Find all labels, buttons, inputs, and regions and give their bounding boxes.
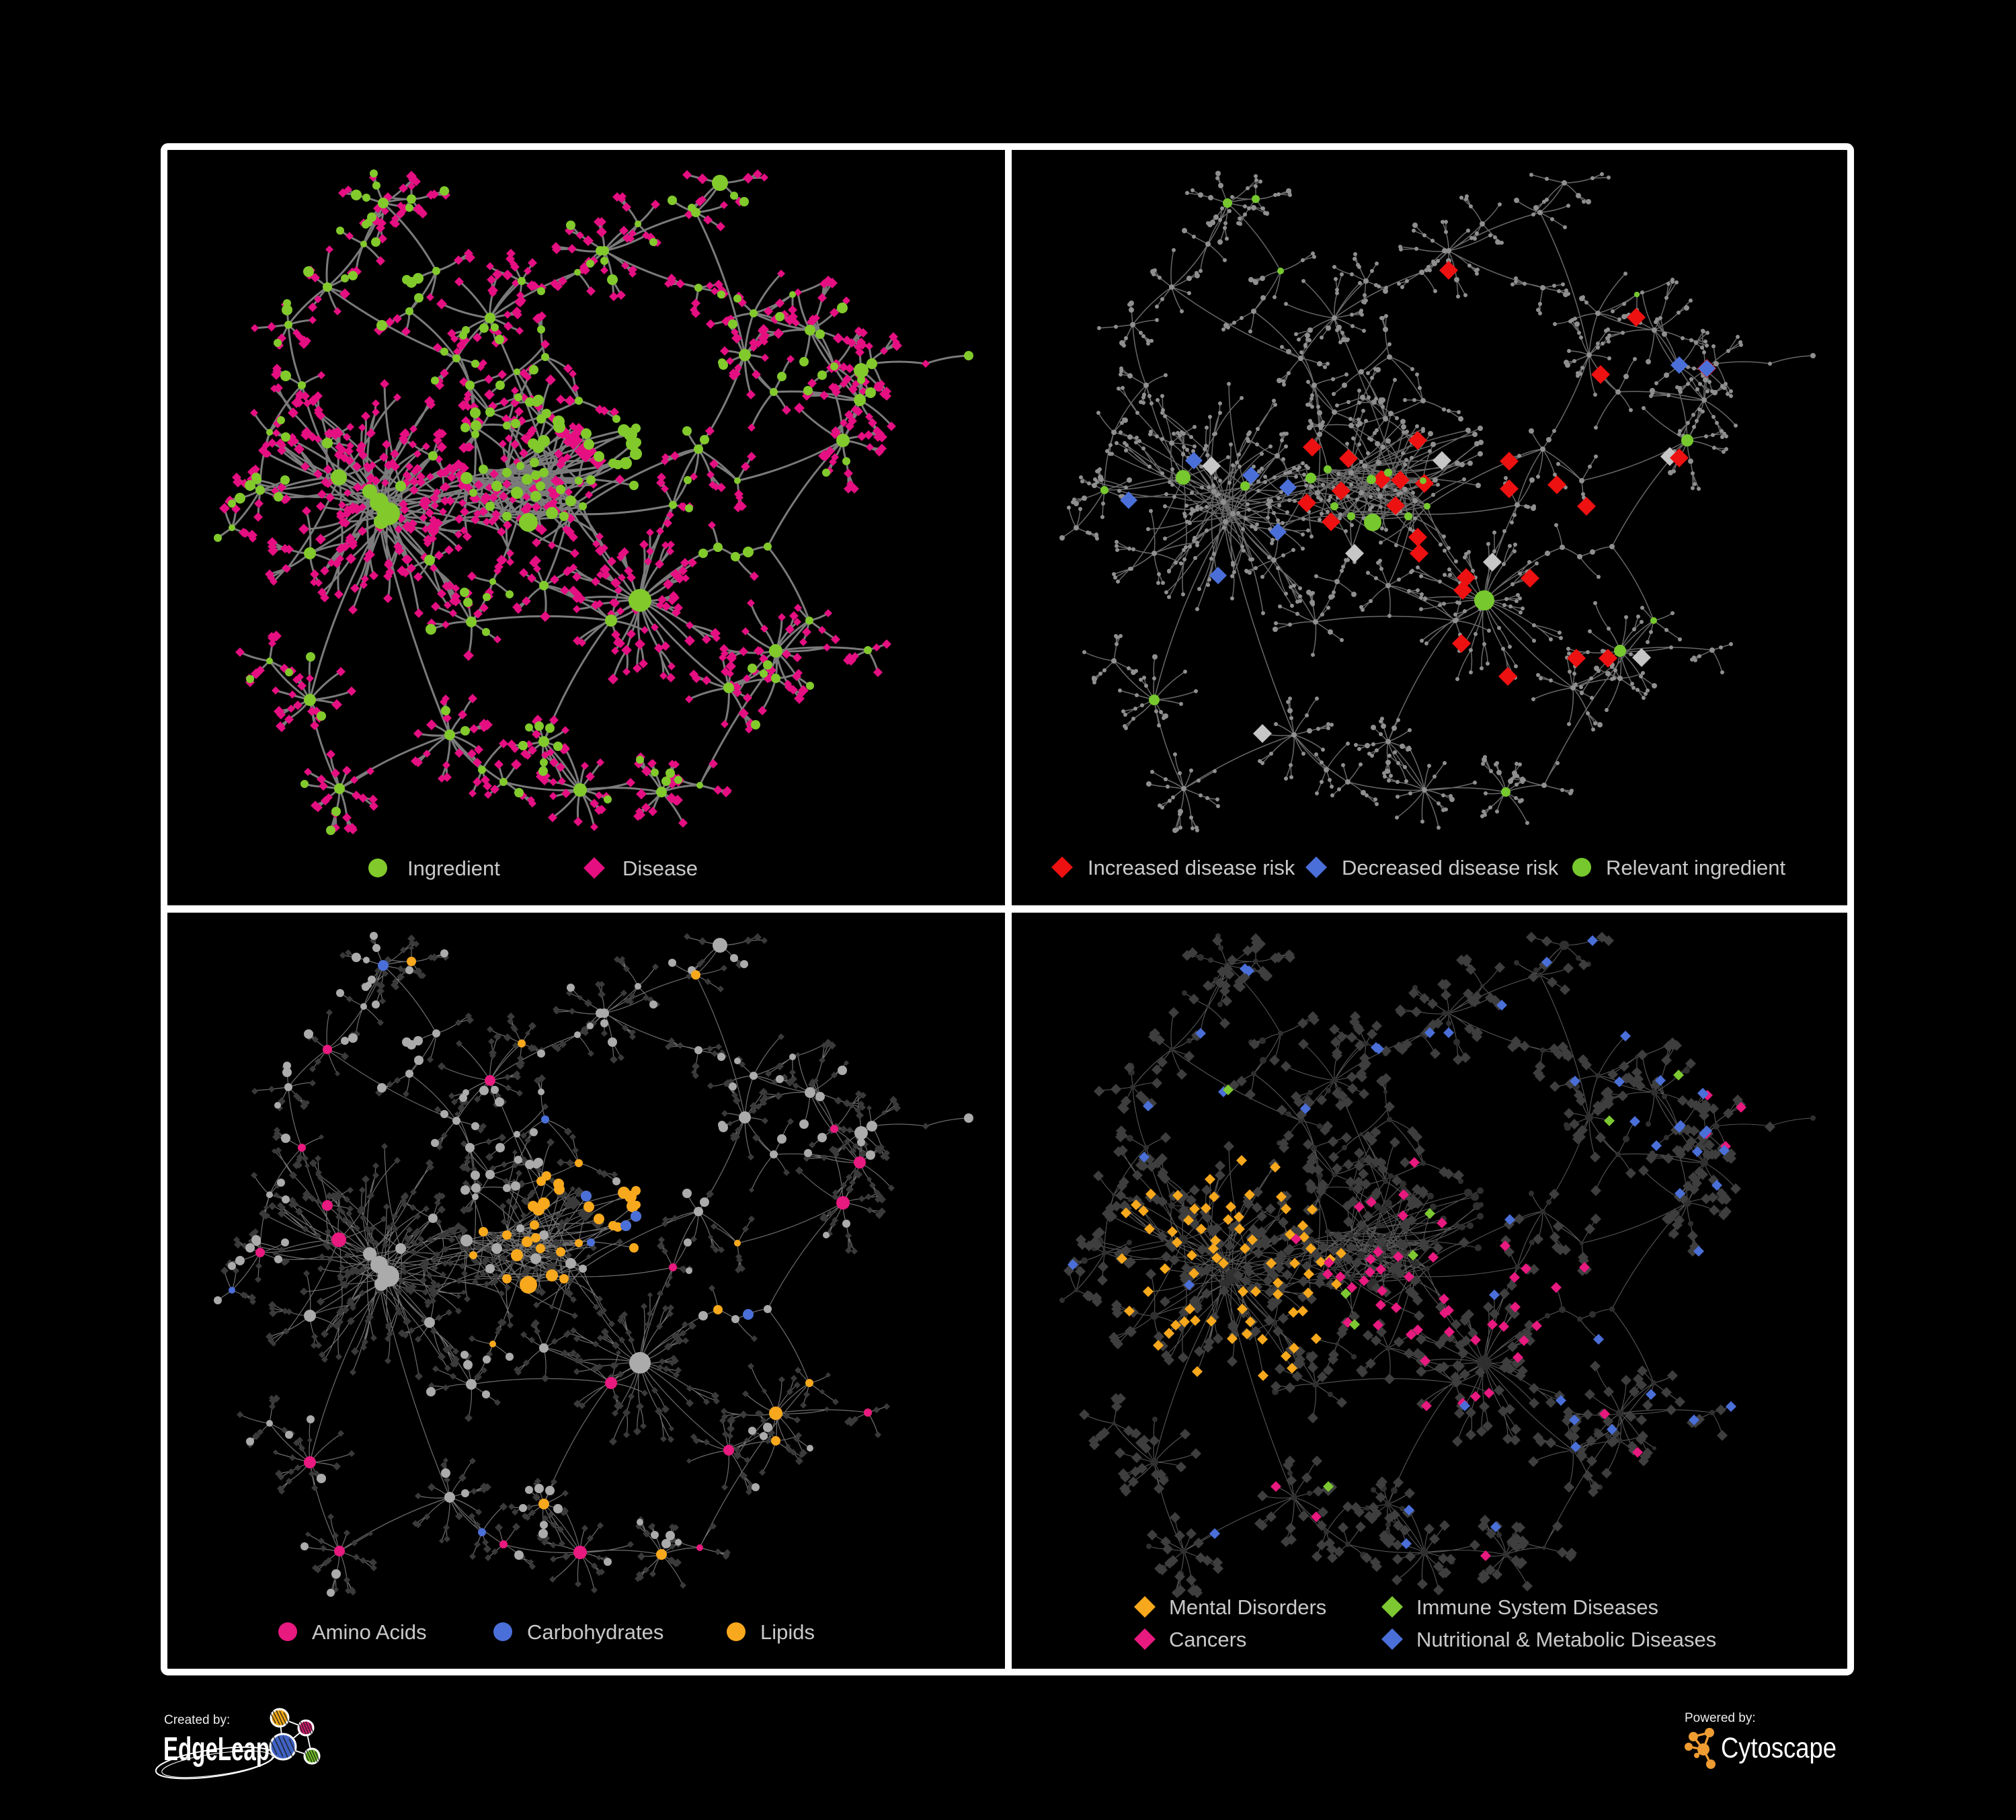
svg-text:Ingredient: Ingredient	[407, 857, 500, 880]
svg-text:Amino Acids: Amino Acids	[312, 1620, 427, 1644]
svg-text:Lipids: Lipids	[760, 1620, 815, 1644]
svg-text:Immune System Diseases: Immune System Diseases	[1416, 1595, 1658, 1619]
svg-text:Decreased disease risk: Decreased disease risk	[1342, 856, 1559, 879]
svg-text:Relevant ingredient: Relevant ingredient	[1606, 856, 1786, 879]
svg-text:Disease: Disease	[622, 857, 698, 880]
svg-text:Cancers: Cancers	[1169, 1628, 1246, 1651]
svg-text:Carbohydrates: Carbohydrates	[527, 1620, 663, 1644]
svg-text:EdgeLeap: EdgeLeap	[163, 1731, 270, 1768]
svg-text:Nutritional & Metabolic Diseas: Nutritional & Metabolic Diseases	[1416, 1628, 1716, 1651]
svg-text:Mental Disorders: Mental Disorders	[1169, 1595, 1326, 1619]
svg-text:Powered by:: Powered by:	[1685, 1711, 1756, 1725]
svg-text:Created by:: Created by:	[164, 1713, 230, 1727]
svg-text:Cytoscape: Cytoscape	[1721, 1732, 1837, 1764]
svg-text:Increased disease risk: Increased disease risk	[1088, 856, 1295, 879]
